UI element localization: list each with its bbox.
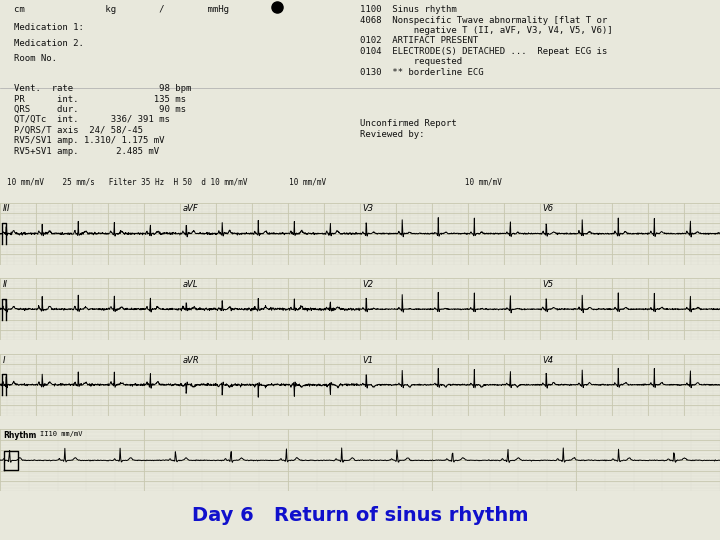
Text: V1: V1 [363, 355, 374, 364]
Text: Room No.: Room No. [14, 55, 58, 63]
Text: Medication 2.: Medication 2. [14, 39, 84, 48]
Text: 1100  Sinus rhythm
4068  Nonspecific Twave abnormality [flat T or
          nega: 1100 Sinus rhythm 4068 Nonspecific Twave… [360, 5, 613, 77]
Text: 10 mm/mV    25 mm/s   Filter 35 Hz  H 50  d 10 mm/mV         10 mm/mV           : 10 mm/mV 25 mm/s Filter 35 Hz H 50 d 10 … [7, 178, 502, 187]
Text: Rhythm: Rhythm [4, 431, 37, 440]
Text: V2: V2 [363, 280, 374, 289]
Text: V4: V4 [543, 355, 554, 364]
Text: II: II [3, 280, 8, 289]
Text: Medication 1:: Medication 1: [14, 23, 84, 32]
Text: V3: V3 [363, 204, 374, 213]
Text: aVR: aVR [183, 355, 199, 364]
Text: Unconfirmed Report
Reviewed by:: Unconfirmed Report Reviewed by: [360, 119, 456, 139]
Text: I: I [3, 355, 5, 364]
Text: III: III [3, 204, 10, 213]
Text: V5: V5 [543, 280, 554, 289]
Text: aVF: aVF [183, 204, 199, 213]
Text: Vent.  rate                98 bpm
PR      int.              135 ms
QRS     dur. : Vent. rate 98 bpm PR int. 135 ms QRS dur… [14, 84, 192, 156]
Text: II10 mm/mV: II10 mm/mV [40, 431, 82, 437]
Text: V6: V6 [543, 204, 554, 213]
Text: aVL: aVL [183, 280, 198, 289]
Text: cm               kg        /        mmHg: cm kg / mmHg [14, 5, 230, 14]
Text: Day 6   Return of sinus rhythm: Day 6 Return of sinus rhythm [192, 506, 528, 525]
